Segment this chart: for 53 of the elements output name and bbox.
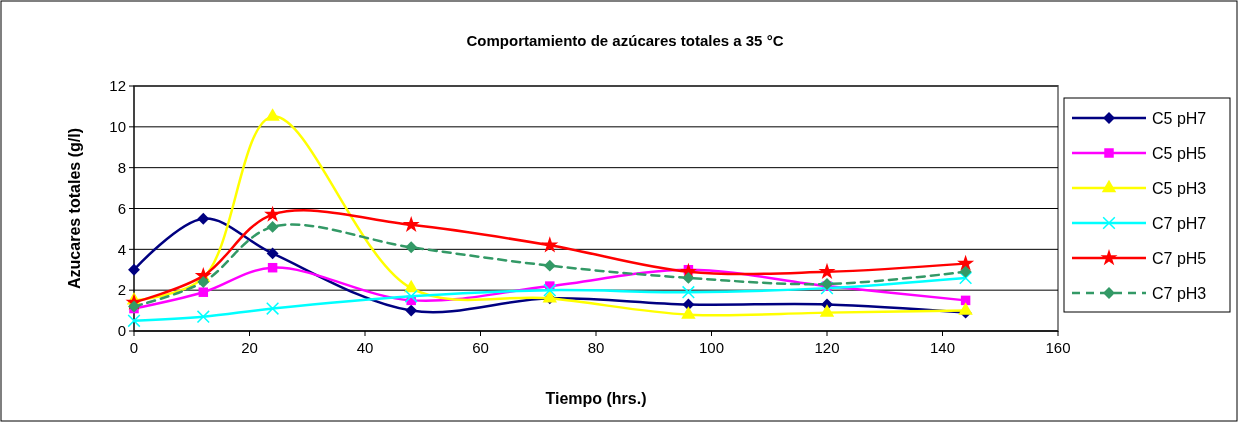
y-tick-label: 4 (117, 240, 126, 258)
point (543, 283, 557, 297)
point (196, 310, 210, 324)
legend-label: C7 pH7 (1152, 214, 1207, 232)
y-tick-label: 12 (109, 77, 126, 95)
x-tick-label: 100 (698, 339, 725, 356)
y-tick-label: 2 (117, 281, 126, 299)
x-tick-label: 40 (356, 339, 374, 356)
legend-label: C5 pH3 (1152, 179, 1207, 197)
legend-label: C7 pH3 (1152, 284, 1207, 302)
point (266, 247, 279, 260)
point (819, 304, 835, 317)
y-tick-label: 10 (109, 118, 126, 136)
x-tick-label: 60 (472, 339, 489, 356)
point (402, 215, 420, 233)
point (959, 271, 973, 285)
point (197, 212, 210, 225)
point (541, 236, 559, 253)
point (265, 108, 280, 121)
point (957, 254, 975, 271)
point (959, 265, 972, 278)
point (681, 306, 696, 319)
x-tick-label: 140 (929, 339, 956, 356)
y-tick-label: 0 (117, 322, 126, 340)
point (197, 276, 210, 288)
point (128, 263, 140, 276)
legend-label: C7 pH5 (1152, 249, 1207, 267)
point (264, 205, 282, 222)
y-tick-label: 6 (117, 199, 126, 217)
point (405, 304, 418, 317)
chart-title: Comportamiento de azúcares totales a 35 °C (466, 32, 784, 49)
x-tick-label: 160 (1045, 339, 1071, 356)
x-tick-label: 120 (814, 339, 840, 356)
point (198, 287, 209, 297)
point (267, 262, 278, 273)
point (958, 302, 973, 315)
x-tick-label: 20 (241, 339, 258, 356)
legend-label: C5 pH7 (1152, 109, 1207, 127)
y-axis-title: Azucares totales (g/l) (66, 128, 83, 289)
point (266, 301, 280, 316)
x-tick-label: 80 (587, 339, 605, 356)
legend-label: C5 pH5 (1152, 144, 1207, 162)
point (405, 241, 418, 254)
point (682, 271, 695, 284)
point (127, 314, 141, 328)
point (818, 262, 836, 280)
point (266, 220, 279, 233)
x-axis-title: Tiempo (hrs.) (545, 390, 647, 407)
point (404, 289, 418, 303)
point (543, 259, 556, 272)
y-tick-label: 8 (117, 158, 126, 176)
point (681, 285, 695, 299)
x-tick-label: 0 (129, 339, 139, 356)
